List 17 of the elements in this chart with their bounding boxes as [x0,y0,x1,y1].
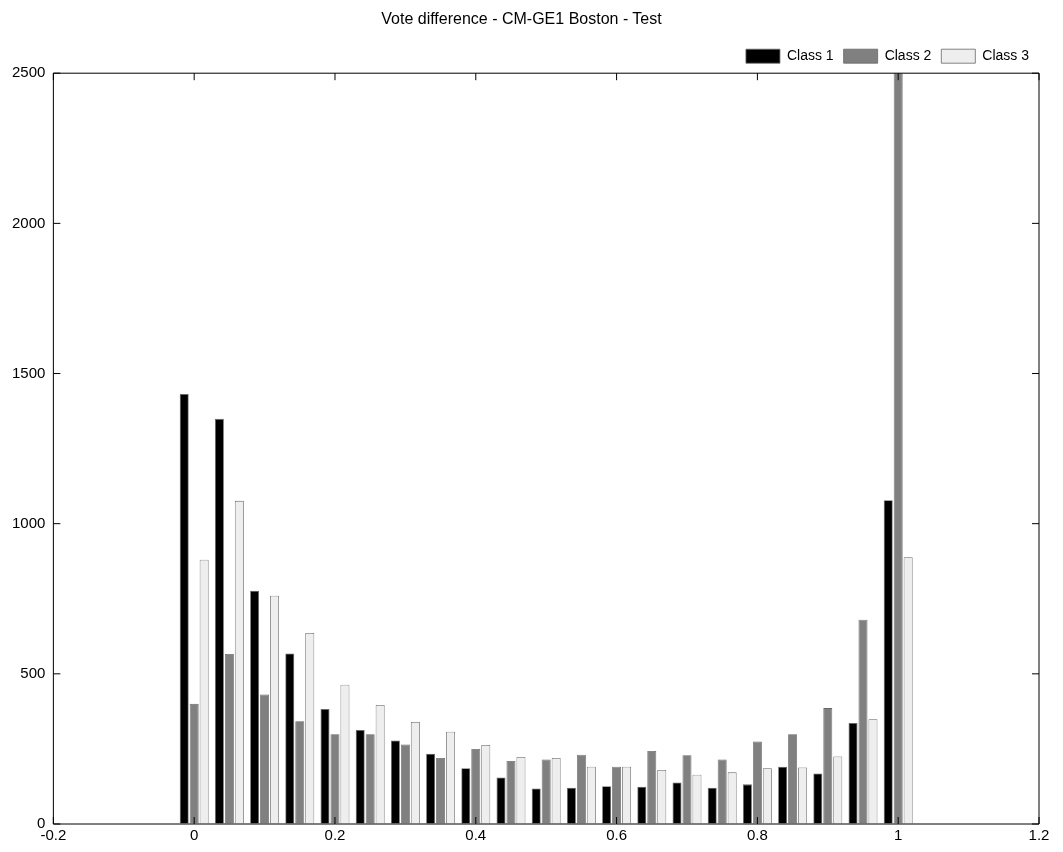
x-tick-label: 0.8 [746,826,768,844]
x-tick-label: 1 [894,826,903,844]
legend-label: Class 2 [884,47,932,64]
y-tick-label: 2500 [11,63,46,81]
y-tick-label: 1500 [11,363,46,381]
x-tick-label: 0.4 [465,826,487,844]
y-tick-label: 1000 [11,513,46,531]
legend-label: Class 3 [982,47,1030,64]
y-tick-label: 2000 [11,213,46,231]
y-tick-label: 500 [20,663,46,681]
legend-label: Class 1 [786,47,834,64]
y-tick-label: 0 [37,814,46,832]
x-tick-label: 0.2 [324,826,346,844]
x-tick-label: 1.2 [1028,826,1050,844]
x-tick-label: 0.6 [606,826,628,844]
x-tick-label: 0 [190,826,199,844]
chart-title: Vote difference - CM-GE1 Boston - Test [381,10,663,28]
